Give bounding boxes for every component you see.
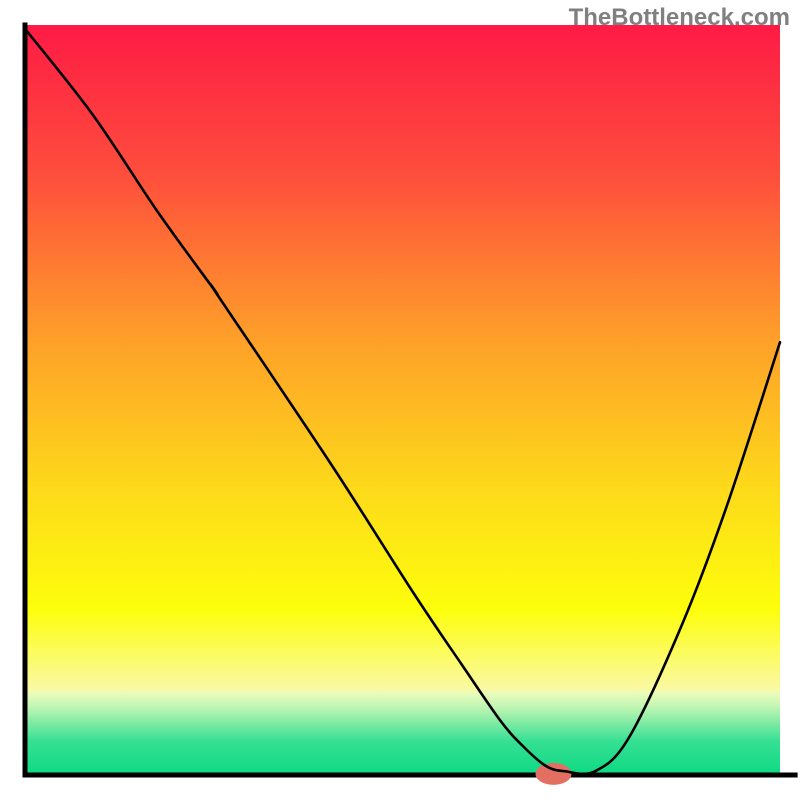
attribution-label: TheBottleneck.com [569, 4, 790, 32]
optimal-marker [536, 763, 572, 785]
bottleneck-chart [0, 0, 800, 800]
